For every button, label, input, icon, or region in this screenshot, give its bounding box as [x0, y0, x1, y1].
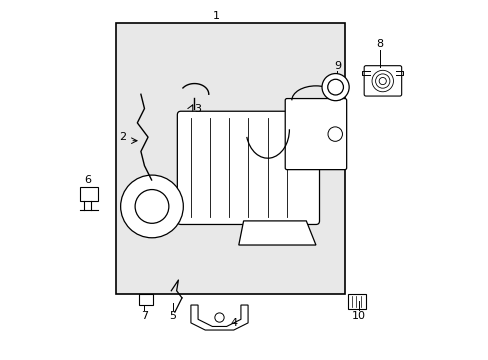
Text: 1: 1 [212, 11, 219, 21]
Text: 3: 3 [194, 104, 201, 113]
Text: 10: 10 [351, 311, 365, 321]
FancyBboxPatch shape [139, 294, 152, 305]
Ellipse shape [121, 175, 183, 238]
FancyBboxPatch shape [364, 66, 401, 96]
Text: 5: 5 [169, 311, 176, 321]
Circle shape [214, 313, 224, 322]
Text: 6: 6 [83, 175, 91, 185]
Polygon shape [238, 221, 315, 245]
FancyBboxPatch shape [285, 99, 346, 170]
Text: 4: 4 [230, 318, 237, 328]
Circle shape [322, 73, 348, 101]
FancyBboxPatch shape [177, 111, 319, 225]
Text: 9: 9 [333, 61, 340, 71]
Circle shape [327, 127, 342, 141]
Polygon shape [190, 305, 247, 330]
FancyBboxPatch shape [80, 187, 98, 202]
Text: 2: 2 [119, 132, 126, 142]
Text: 7: 7 [141, 311, 148, 321]
Text: 8: 8 [376, 39, 383, 49]
Ellipse shape [135, 190, 168, 223]
Circle shape [327, 79, 343, 95]
FancyBboxPatch shape [347, 294, 365, 309]
FancyBboxPatch shape [116, 23, 344, 294]
